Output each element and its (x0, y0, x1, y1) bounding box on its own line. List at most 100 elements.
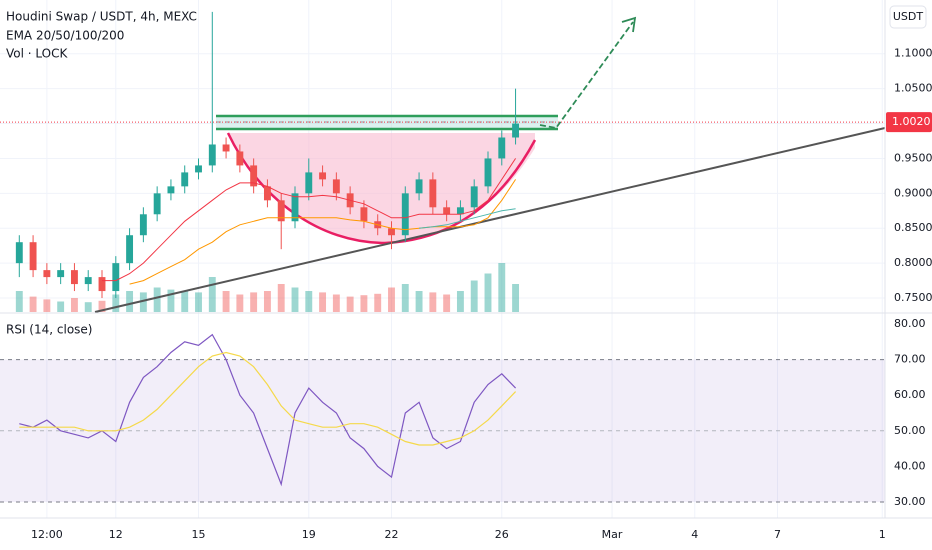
volume-bar (360, 295, 368, 312)
volume-bar (498, 263, 506, 312)
volume-bar (29, 296, 37, 312)
candle-body (484, 158, 492, 187)
volume-bar (443, 294, 451, 312)
rsi-tick-label: 30.00 (894, 495, 926, 508)
grid (0, 0, 885, 518)
volume-bar (208, 277, 216, 312)
candle-body (236, 151, 244, 166)
volume-bar (319, 292, 327, 312)
y-tick-label: 1.1000 (894, 47, 932, 60)
candle-body (139, 214, 147, 236)
volume-bar (277, 284, 285, 312)
volume-bar (153, 287, 161, 312)
candle-body (291, 193, 299, 222)
volume-bar (263, 291, 271, 312)
candle-body (167, 186, 175, 194)
rsi-tick-label: 70.00 (894, 353, 926, 366)
volume-bar (167, 289, 175, 312)
candle-body (181, 172, 189, 187)
candle-body (470, 186, 478, 208)
plot (0, 11, 885, 487)
volume-bar (57, 301, 65, 312)
volume-bar (126, 291, 134, 312)
volume-bar (429, 292, 437, 312)
arrow-head (621, 16, 637, 33)
x-tick-label: 4 (691, 528, 698, 541)
chart-title: Houdini Swap / USDT, 4h, MEXC (6, 10, 197, 24)
x-tick-label: 12:00 (31, 528, 63, 541)
y-tick-label: 1.0500 (894, 82, 932, 95)
candle-body (98, 277, 106, 292)
rsi-tick-label: 40.00 (894, 459, 926, 472)
cup-fill (228, 133, 535, 243)
candle-body (43, 270, 51, 278)
volume-bar (456, 291, 464, 312)
volume-bar (374, 293, 382, 312)
volume-bar (15, 291, 23, 312)
candle-body (456, 207, 464, 215)
candle-body (277, 200, 285, 222)
candle-body (305, 172, 313, 194)
candle-body (57, 270, 65, 278)
trendline (94, 127, 886, 313)
last-price-box (886, 112, 932, 133)
candle-body (415, 179, 423, 194)
volume-bar (98, 300, 106, 312)
currency-label[interactable]: USDT (893, 10, 924, 23)
indicator-label: EMA 20/50/100/200 (6, 29, 124, 43)
candle-body (498, 137, 506, 159)
candle-body (208, 144, 216, 166)
last-price-label: 1.0020 (892, 115, 931, 128)
y-tick-label: 0.8500 (894, 221, 932, 234)
candle-body (319, 172, 327, 180)
x-tick-label: 12 (109, 528, 123, 541)
volume-bar (346, 296, 354, 312)
volume-label: Vol · LOCK (6, 47, 68, 61)
volume-bar (470, 280, 478, 312)
rsi-tick-label: 60.00 (894, 388, 926, 401)
y-tick-label: 0.7500 (894, 291, 932, 304)
volume-layer (15, 263, 520, 312)
volume-bar (415, 291, 423, 312)
ema-line (102, 158, 517, 282)
candle-body (15, 242, 23, 264)
candle-body (70, 270, 78, 285)
volume-bar (112, 294, 120, 312)
candle-body (250, 165, 258, 187)
volume-bar (43, 299, 51, 312)
volume-bar (84, 302, 92, 312)
candle-body (84, 277, 92, 285)
volume-bar (250, 292, 258, 312)
ema-line (419, 208, 516, 229)
ema-line (129, 179, 517, 285)
candle-body (263, 186, 271, 201)
x-tick-label: Mar (602, 528, 623, 541)
x-tick-label: 26 (495, 528, 509, 541)
x-tick-label: 7 (774, 528, 781, 541)
candle-body (360, 207, 368, 222)
candle-body (195, 165, 202, 173)
volume-bar (401, 284, 409, 312)
volume-bar (222, 291, 230, 312)
rsi-title: RSI (14, close) (6, 323, 92, 337)
candle-body (126, 235, 134, 264)
currency-box[interactable] (889, 5, 927, 29)
volume-bar (195, 292, 202, 312)
volume-bar (291, 287, 299, 312)
rsi-tick-label: 80.00 (894, 317, 926, 330)
volume-bar (388, 287, 395, 312)
candle-body (388, 228, 395, 236)
volume-bar (139, 292, 147, 312)
volume-bar (236, 294, 244, 312)
y-tick-label: 0.9500 (894, 151, 932, 164)
volume-bar (512, 284, 520, 312)
candle-body (512, 123, 520, 138)
volume-bar (484, 273, 492, 312)
target-arrow (539, 21, 634, 129)
x-tick-label: 22 (384, 528, 398, 541)
candle-body (222, 144, 230, 152)
volume-bar (70, 298, 78, 312)
rsi-line (19, 351, 517, 446)
